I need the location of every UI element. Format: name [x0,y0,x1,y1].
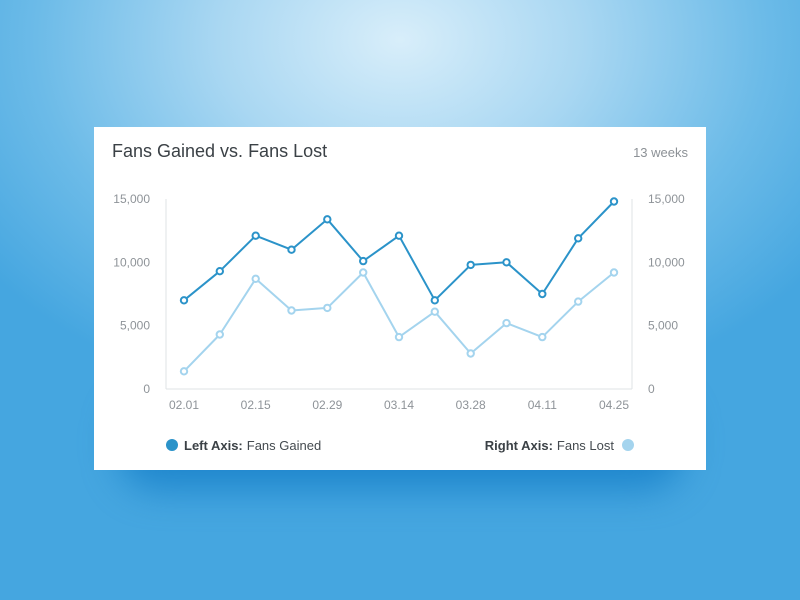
fans-lost-point[interactable] [609,268,619,277]
x-axis-tick-label: 02.01 [169,398,199,412]
left-axis-tick-label: 5,000 [120,319,150,333]
right-axis-tick-label: 15,000 [648,192,685,206]
fans-gained-point[interactable] [215,267,225,276]
fans-lost-line [183,271,615,372]
left-axis-ticks: 15,000 10,000 5,000 0 [113,192,150,396]
right-axis-tick-label: 0 [648,382,655,396]
legend-left-prefix: Left Axis: [184,437,243,453]
fans-gained-point[interactable] [538,289,547,299]
fans-lost-point[interactable] [215,330,225,339]
left-axis-tick-label: 10,000 [113,255,150,269]
chart-title: Fans Gained vs. Fans Lost [112,141,328,161]
chart-card: Fans Gained vs. Fans Lost 13 weeks 15,00… [94,127,706,470]
fans-gained-legend-dot [166,439,178,451]
fans-gained-point[interactable] [359,256,368,266]
fans-lost-point[interactable] [502,318,511,328]
legend-right-prefix: Right Axis: [484,437,553,453]
line-chart: 15,000 10,000 5,000 0 15,000 10,000 5,000 0 02… [113,192,685,412]
series-layer [179,197,619,376]
x-axis-tick-label: 02.29 [312,398,342,412]
fans-lost-point[interactable] [251,274,260,284]
fans-lost-point[interactable] [323,303,332,313]
fans-lost-point[interactable] [287,306,296,315]
fans-lost-point[interactable] [538,332,547,342]
right-axis-ticks: 15,000 10,000 5,000 0 [648,192,685,396]
fans-gained-point[interactable] [466,260,475,270]
fans-lost-point[interactable] [466,349,475,358]
x-axis-tick-label: 04.25 [599,398,629,412]
fans-lost-point[interactable] [430,307,439,316]
fans-lost-point[interactable] [574,297,583,306]
x-axis-tick-label: 03.28 [456,398,486,412]
chart-axes [165,199,633,390]
fans-gained-point[interactable] [574,234,583,243]
fans-lost-legend-dot [622,439,634,451]
fans-lost-point[interactable] [179,367,189,376]
fans-gained-point[interactable] [394,231,404,240]
legend-left-axis: Left Axis: Fans Gained [166,436,321,454]
x-axis-ticks: 02.01 02.15 02.29 03.14 03.28 04.11 04.25 [169,398,629,412]
x-axis-tick-label: 04.11 [528,398,557,412]
legend-right-axis: Right Axis: Fans Lost [485,436,634,454]
legend-right-series-name: Fans Lost [556,437,614,453]
fans-gained-point[interactable] [430,296,439,305]
fans-gained-point[interactable] [609,197,619,206]
left-axis-tick-label: 0 [143,382,150,396]
x-axis-tick-label: 02.15 [241,398,271,412]
legend-left-series-name: Fans Gained [246,437,322,453]
fans-gained-point[interactable] [323,215,332,224]
fans-gained-line [183,200,615,302]
right-axis-tick-label: 5,000 [648,319,678,333]
x-axis-tick-label: 03.14 [384,398,414,412]
fans-gained-point[interactable] [251,231,260,240]
right-axis-tick-label: 10,000 [648,255,685,269]
fans-gained-point[interactable] [287,245,296,254]
fans-gained-point[interactable] [502,258,511,267]
fans-lost-point[interactable] [359,268,368,277]
fans-lost-point[interactable] [394,332,404,342]
time-range-label: 13 weeks [633,145,688,160]
left-axis-tick-label: 15,000 [113,192,150,206]
fans-gained-point[interactable] [179,296,189,305]
